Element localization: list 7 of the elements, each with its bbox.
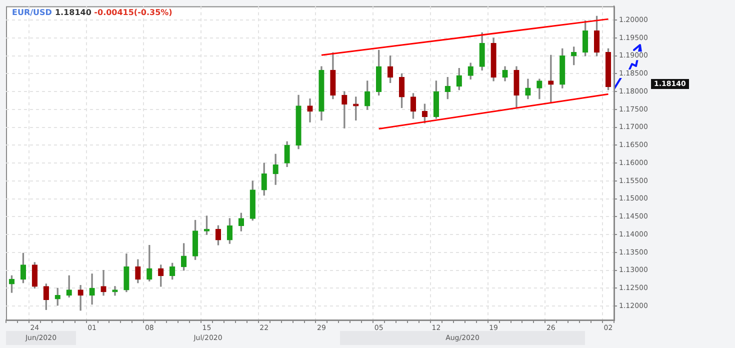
annotation: -0.00415(-0.35%) bbox=[93, 8, 172, 17]
candlestick bbox=[100, 270, 106, 296]
candlestick bbox=[307, 98, 313, 122]
candlestick bbox=[89, 274, 95, 305]
chart-subtitle: 1.18140 bbox=[54, 8, 92, 17]
candlestick bbox=[78, 285, 84, 311]
chart-title: EUR/USD bbox=[12, 8, 52, 17]
